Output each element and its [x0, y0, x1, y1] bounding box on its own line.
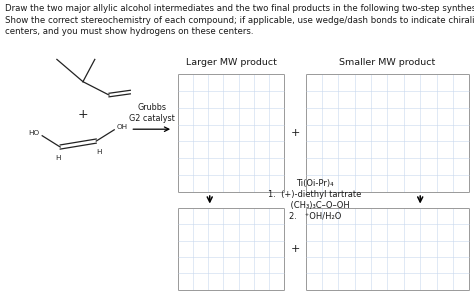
- Text: +: +: [78, 108, 88, 121]
- Text: 2.   ⁺OH/H₂O: 2. ⁺OH/H₂O: [289, 211, 341, 221]
- Text: Larger MW product: Larger MW product: [186, 58, 276, 67]
- Text: Grubbs
G2 catalyst: Grubbs G2 catalyst: [129, 103, 174, 123]
- Text: Draw the two major allylic alcohol intermediates and the two final products in t: Draw the two major allylic alcohol inter…: [5, 4, 474, 36]
- Text: HO: HO: [29, 130, 40, 136]
- Text: Ti(Oi-Pr)₄: Ti(Oi-Pr)₄: [296, 179, 334, 188]
- Text: OH: OH: [117, 124, 128, 130]
- Text: H: H: [55, 155, 61, 161]
- Polygon shape: [178, 208, 284, 290]
- Polygon shape: [178, 74, 284, 192]
- Text: +: +: [291, 244, 300, 254]
- Text: Smaller MW product: Smaller MW product: [339, 58, 436, 67]
- Polygon shape: [306, 74, 469, 192]
- Text: H: H: [96, 149, 101, 155]
- Text: +: +: [291, 128, 300, 138]
- Text: (CH₃)₃C–O–OH: (CH₃)₃C–O–OH: [280, 200, 350, 210]
- Text: 1.  (+)-diethyl tartrate: 1. (+)-diethyl tartrate: [268, 190, 362, 199]
- Polygon shape: [306, 208, 469, 290]
